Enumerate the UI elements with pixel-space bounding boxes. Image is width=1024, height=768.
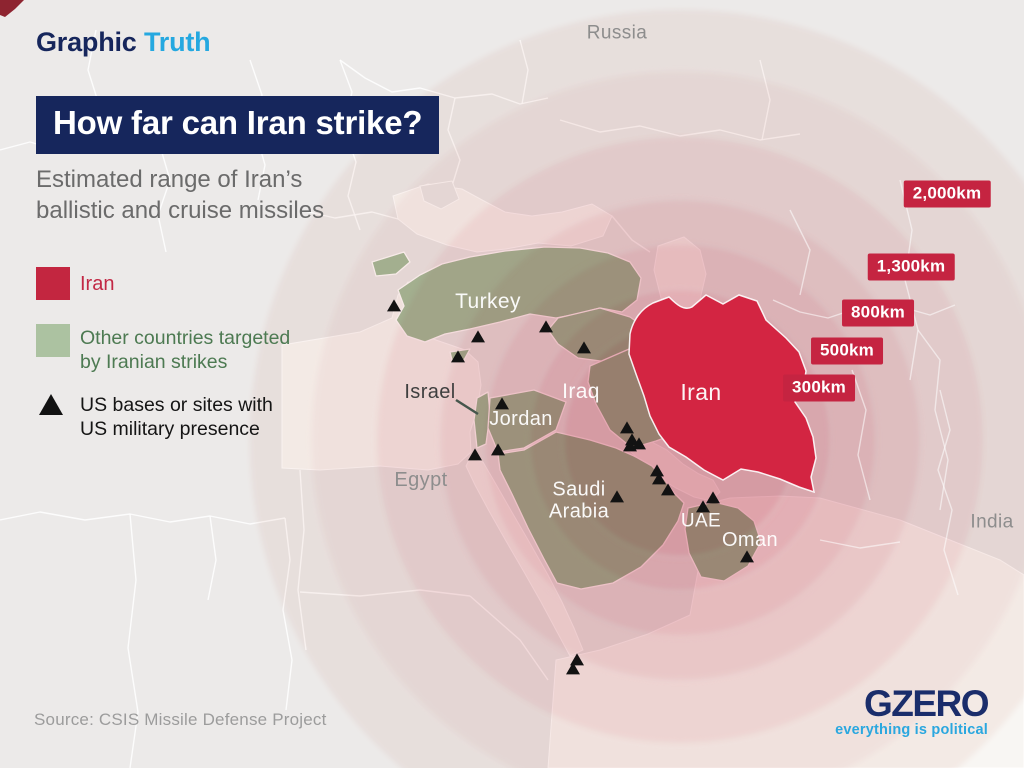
range-badge-2000km: 2,000km xyxy=(903,180,991,208)
us-base-marker xyxy=(539,320,553,333)
country-label-jordan: Jordan xyxy=(489,407,553,430)
country-label-israel: Israel xyxy=(404,380,456,403)
us-base-marker xyxy=(696,500,710,513)
country-label-uae: UAE xyxy=(680,510,722,532)
country-label-india: India xyxy=(970,511,1014,533)
range-badge-300km: 300km xyxy=(783,374,855,402)
range-badge-800km: 800km xyxy=(842,299,914,327)
us-base-marker xyxy=(566,662,580,675)
country-label-iran: Iran xyxy=(680,379,722,406)
country-label-saudi-arabia: Saudi Arabia xyxy=(548,478,610,523)
brand-logo: Graphic Truth xyxy=(36,27,211,58)
source-credit: Source: CSIS Missile Defense Project xyxy=(34,710,327,729)
us-base-marker xyxy=(623,439,637,452)
brand-part1: Graphic xyxy=(36,27,137,57)
country-label-iraq: Iraq xyxy=(562,380,600,404)
gzero-tagline: everything is political xyxy=(835,722,988,738)
brand-part2: Truth xyxy=(143,27,211,57)
legend-targeted-line1: Other countries targeted xyxy=(80,327,291,349)
legend-swatch-targeted xyxy=(36,324,70,357)
legend-swatch-iran xyxy=(36,267,70,300)
country-label-oman: Oman xyxy=(721,528,779,551)
subtitle-line2: ballistic and cruise missiles xyxy=(36,197,325,224)
us-base-marker xyxy=(620,421,634,434)
subtitle: Estimated range of Iran’s ballistic and … xyxy=(36,164,324,226)
us-base-marker xyxy=(491,443,505,456)
us-base-marker xyxy=(652,472,666,485)
legend-label-iran: Iran xyxy=(80,273,115,295)
range-badge-1300km: 1,300km xyxy=(867,253,955,281)
us-base-marker xyxy=(661,483,675,496)
country-label-turkey: Turkey xyxy=(455,290,521,314)
legend-targeted-line2: by Iranian strikes xyxy=(80,351,228,373)
us-base-marker xyxy=(495,397,509,410)
legend-label-targeted: Other countries targeted by Iranian stri… xyxy=(80,326,290,374)
corner-fragment xyxy=(0,0,24,17)
iran-shape xyxy=(628,294,817,494)
us-base-marker xyxy=(451,350,465,363)
gzero-logo: GZERO everything is political xyxy=(835,683,990,738)
us-base-marker xyxy=(387,299,401,312)
subtitle-line1: Estimated range of Iran’s xyxy=(36,166,303,193)
range-badge-500km: 500km xyxy=(811,337,883,365)
us-base-marker xyxy=(740,550,754,563)
legend-bases-line1: US bases or sites with xyxy=(80,394,273,416)
country-label-russia: Russia xyxy=(586,22,648,44)
us-base-marker xyxy=(468,448,482,461)
legend-triangle-icon xyxy=(39,394,63,415)
us-base-marker xyxy=(471,330,485,343)
country-label-egypt: Egypt xyxy=(394,468,448,491)
legend-label-bases: US bases or sites with US military prese… xyxy=(80,393,273,441)
legend-bases-line2: US military presence xyxy=(80,418,260,440)
page-title: How far can Iran strike? xyxy=(36,96,440,154)
gzero-wordmark: GZERO xyxy=(863,683,990,724)
israel-pointer-line xyxy=(455,398,479,416)
us-base-marker xyxy=(577,341,591,354)
us-base-marker xyxy=(610,490,624,503)
